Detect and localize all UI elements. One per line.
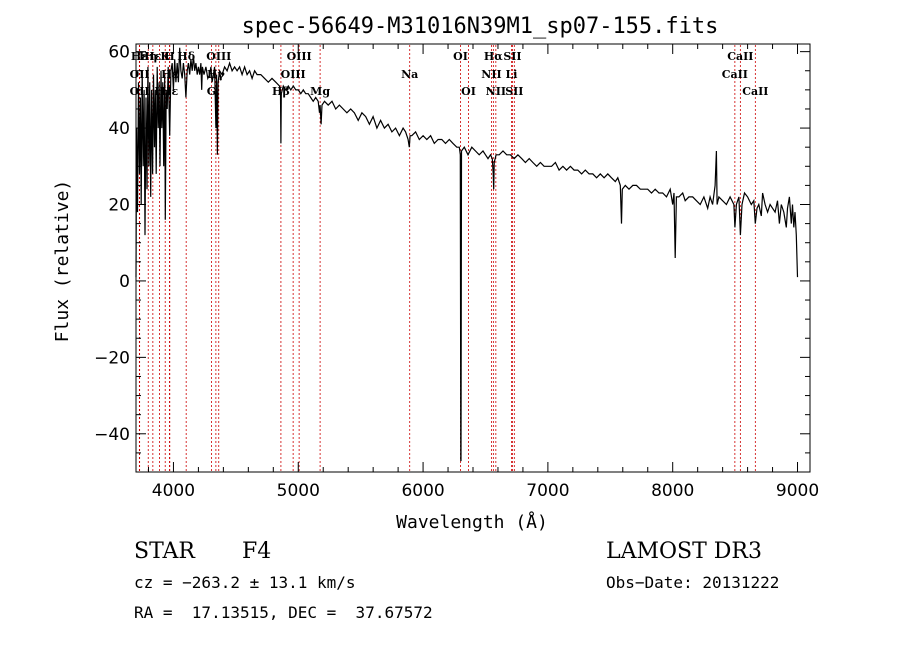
- x-tick-label: 6000: [401, 481, 444, 501]
- spectral-line-label: Hε: [161, 85, 178, 98]
- y-tick-label: −40: [94, 425, 130, 445]
- spectral-line-label: OIII: [287, 50, 312, 63]
- spectral-line-label: CaII: [742, 85, 768, 98]
- survey-name: LAMOST DR3: [606, 539, 762, 564]
- spectral-line-label: CaII: [727, 50, 753, 63]
- chart-title: spec-56649-M31016N39M1_sp07-155.fits: [242, 14, 719, 39]
- y-tick-label: 20: [108, 196, 130, 216]
- radial-velocity: cz = −263.2 ± 13.1 km/s: [134, 573, 356, 592]
- spectral-line-label: Mg: [310, 85, 330, 98]
- x-tick-label: 9000: [776, 481, 819, 501]
- x-axis-label: Wavelength (Å): [396, 511, 548, 533]
- spectral-line-label: Na: [401, 68, 418, 81]
- x-tick-label: 5000: [277, 481, 320, 501]
- spectral-line-label: G: [207, 85, 216, 98]
- spectral-line-label: NII: [486, 85, 506, 98]
- object-subclass: F4: [242, 539, 272, 564]
- x-tick-label: 7000: [526, 481, 569, 501]
- x-tick-label: 4000: [152, 481, 195, 501]
- spectral-line-label: Hε: [131, 50, 148, 63]
- spectral-line-label: H: [164, 50, 174, 63]
- y-tick-label: −20: [94, 348, 130, 368]
- y-tick-label: 40: [108, 119, 130, 139]
- spectral-line-label: OI: [461, 85, 476, 98]
- y-tick-label: 60: [108, 43, 130, 63]
- plot-frame: [135, 43, 811, 473]
- y-tick-label: 0: [119, 272, 130, 292]
- observation-date: Obs−Date: 20131222: [606, 573, 780, 592]
- spectral-line-label: OI: [453, 50, 468, 63]
- spectral-line-label: Hη: [139, 50, 157, 63]
- spectral-line-label: Li: [505, 68, 517, 81]
- spectral-line-label: SII: [505, 85, 523, 98]
- spectral-line-label: OIII: [281, 68, 306, 81]
- spectral-line-label: SII: [503, 50, 521, 63]
- spectral-line-label: OII: [130, 85, 150, 98]
- sky-coordinates: RA = 17.13515, DEC = 37.67572: [134, 603, 433, 622]
- spectral-line-label: OIII: [206, 50, 231, 63]
- spectral-line-label: K: [160, 50, 170, 63]
- spectral-line-label: OII: [130, 68, 150, 81]
- tick-labels: 4000 5000 6000 7000 8000 9000 −40 −20 0 20 40 60: [94, 43, 819, 501]
- object-class: STAR: [134, 539, 195, 564]
- flux-series-line: [135, 47, 799, 462]
- spectral-line-markers: [138, 45, 756, 471]
- axis-ticks: [136, 44, 810, 473]
- spectral-line-label: Hε: [144, 50, 161, 63]
- spectral-line-label: NII: [481, 68, 501, 81]
- spectral-line-label: CaII: [722, 68, 748, 81]
- x-tick-label: 8000: [651, 481, 694, 501]
- spectral-line-label: Hα: [484, 50, 503, 63]
- y-axis-label: Flux (relative): [52, 180, 73, 343]
